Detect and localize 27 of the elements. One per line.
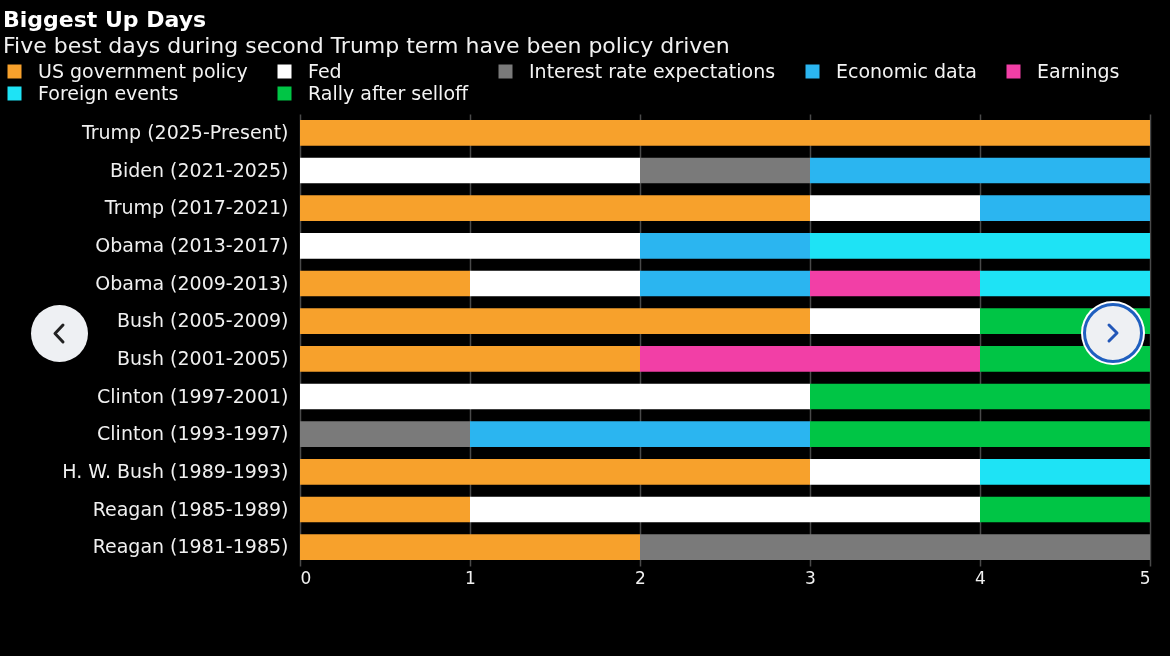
text: Biggest Up Days xyxy=(3,7,207,32)
y-tick-label: Reagan (1985-1989) xyxy=(92,497,289,520)
y-tick-label: Obama (2009-2013) xyxy=(95,271,289,294)
legend-label: Interest rate expectations xyxy=(529,59,776,82)
legend-label: US government policy xyxy=(38,59,248,82)
x-tick-label: 2 xyxy=(635,567,646,588)
y-tick-label: Bush (2001-2005) xyxy=(117,346,289,369)
y-tick-label: Trump (2017-2021) xyxy=(103,196,289,219)
y-tick-label: Obama (2013-2017) xyxy=(95,233,289,256)
x-tick-label: 1 xyxy=(465,567,476,588)
y-tick-label: H. W. Bush (1989-1993) xyxy=(62,459,289,482)
legend-label: Rally after selloff xyxy=(308,81,470,104)
y-tick-label: Trump (2025-Present) xyxy=(80,120,289,143)
y-tick-label: Clinton (1993-1997) xyxy=(97,422,289,445)
x-tick-label: 5 xyxy=(1139,567,1151,588)
chart-subtitle: Five best days during second Trump term have been policy driven xyxy=(3,33,730,58)
y-tick-label: Reagan (1981-1985) xyxy=(92,535,289,558)
x-tick-label: 3 xyxy=(805,567,816,588)
legend-label: Fed xyxy=(308,59,342,82)
y-tick-label: Clinton (1997-2001) xyxy=(97,384,289,407)
legend-label: Earnings xyxy=(1037,59,1120,82)
legend-label: Foreign events xyxy=(38,81,179,104)
y-tick-label: Bush (2005-2009) xyxy=(117,309,289,332)
x-tick-label: 0 xyxy=(300,567,312,588)
x-tick-label: 4 xyxy=(975,567,986,588)
y-tick-label: Biden (2021-2025) xyxy=(109,158,289,181)
legend-label: Economic data xyxy=(836,59,977,82)
